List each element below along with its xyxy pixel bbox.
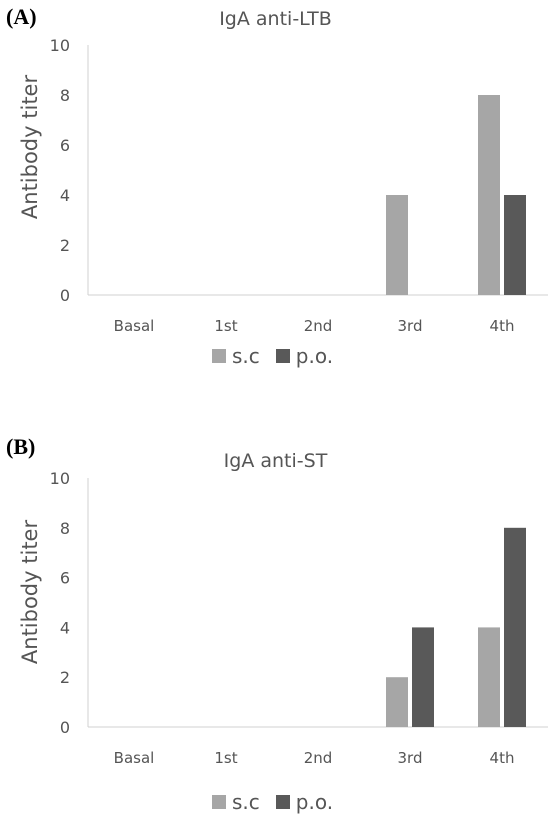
y-tick-label: 10 <box>50 36 70 55</box>
y-tick-label: 6 <box>60 569 70 588</box>
x-tick-label: 2nd <box>304 317 333 335</box>
chart-plot-a: 0 2 4 6 8 10 Basal 1st 2nd 3rd 4th <box>50 36 548 335</box>
y-tick-label: 8 <box>60 519 70 538</box>
legend-label-sc: s.c <box>232 344 260 368</box>
y-tick-label: 10 <box>50 469 70 488</box>
legend-swatch-po <box>275 349 290 363</box>
y-tick-label: 2 <box>60 668 70 687</box>
bar-po-4th <box>504 195 526 295</box>
y-tick-label: 0 <box>60 718 70 737</box>
y-tick-label: 4 <box>60 618 70 637</box>
x-tick-label: 3rd <box>398 749 423 767</box>
bar-sc-3rd <box>386 195 408 295</box>
y-tick-label: 0 <box>60 286 70 305</box>
legend-item-po: p.o. <box>275 790 334 814</box>
legend-item-sc: s.c <box>212 790 260 814</box>
bar-sc-3rd <box>386 677 408 727</box>
legend-item-sc: s.c <box>212 344 260 368</box>
x-tick-label: 4th <box>490 317 515 335</box>
legend-label-po: p.o. <box>295 790 334 814</box>
x-tick-label: 3rd <box>398 317 423 335</box>
chart-panel-a: (A) IgA anti-LTB Antibody titer 0 2 4 6 8 10 B… <box>0 0 551 400</box>
legend-label-sc: s.c <box>232 790 260 814</box>
bar-po-4th <box>504 527 526 727</box>
chart-title: IgA anti-ST <box>223 450 328 472</box>
bar-sc-4th <box>478 95 500 295</box>
legend: s.c p.o. <box>212 790 349 814</box>
legend: s.c p.o. <box>212 344 349 368</box>
y-tick-label: 8 <box>60 86 70 105</box>
bar-po-3rd <box>412 627 434 727</box>
legend-swatch-sc <box>212 349 226 363</box>
panel-label: (A) <box>6 4 37 29</box>
x-tick-label: Basal <box>114 317 155 335</box>
x-tick-label: 1st <box>214 749 237 767</box>
y-tick-label: 2 <box>60 236 70 255</box>
chart-title: IgA anti-LTB <box>219 8 332 30</box>
legend-label-po: p.o. <box>295 344 334 368</box>
chart-plot-b: 0 2 4 6 8 10 Basal 1st 2nd 3rd 4th <box>50 469 548 767</box>
chart-panel-b: (B) IgA anti-ST Antibody titer 0 2 4 6 8 10 Ba… <box>0 430 551 821</box>
legend-swatch-po <box>275 795 290 809</box>
y-tick-label: 4 <box>60 186 70 205</box>
y-tick-label: 6 <box>60 136 70 155</box>
x-tick-label: Basal <box>114 749 155 767</box>
legend-item-po: p.o. <box>275 344 334 368</box>
x-tick-label: 4th <box>490 749 515 767</box>
legend-swatch-sc <box>212 795 226 809</box>
bar-sc-4th <box>478 627 500 727</box>
x-tick-label: 2nd <box>304 749 333 767</box>
x-tick-label: 1st <box>214 317 237 335</box>
panel-label: (B) <box>6 434 36 459</box>
